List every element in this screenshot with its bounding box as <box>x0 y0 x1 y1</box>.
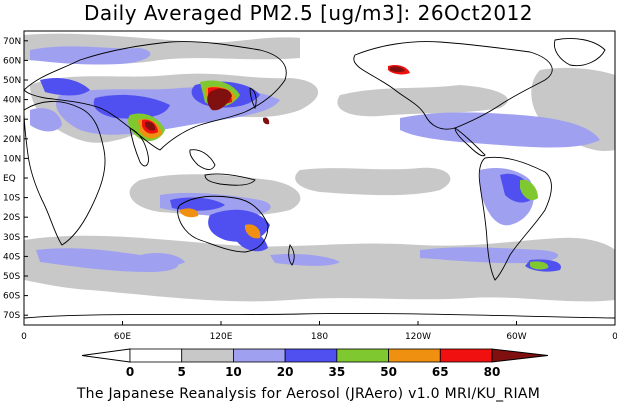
lat-label: 30N <box>3 115 21 125</box>
lon-label: 60E <box>114 332 131 342</box>
lat-label: 40S <box>3 252 20 262</box>
lat-label: 20S <box>3 213 20 223</box>
lat-label: 40N <box>3 96 21 106</box>
colorbar-label: 5 <box>178 365 186 379</box>
colorbar-low-arrow <box>81 348 131 363</box>
colorbar-label: 65 <box>432 365 449 379</box>
map-body <box>24 31 615 325</box>
colorbar-segment <box>284 348 338 363</box>
lat-label: 20N <box>3 135 21 145</box>
lat-label: EQ <box>3 174 16 184</box>
lon-label: 60W <box>506 332 526 342</box>
colorbar-label: 0 <box>126 365 134 379</box>
colorbar-label: 35 <box>329 365 346 379</box>
colorbar-segment <box>129 348 183 363</box>
colorbar-label: 80 <box>484 365 501 379</box>
lat-label: 50N <box>3 76 21 86</box>
lon-label: 0 <box>612 332 617 342</box>
colorbar-high-arrow <box>491 348 549 363</box>
colorbar: 0 5 10 20 35 50 65 80 <box>81 348 549 379</box>
lat-label: 50S <box>3 272 20 282</box>
lat-label: 10S <box>3 194 20 204</box>
lat-label: 60N <box>3 56 21 66</box>
colorbar-segment <box>439 348 493 363</box>
colorbar-segment <box>181 348 234 363</box>
pm-level-80-areas <box>145 66 405 131</box>
colorbar-segment <box>233 348 286 363</box>
colorbar-label: 50 <box>380 365 397 379</box>
lat-label: 70S <box>3 311 20 321</box>
colorbar-segment <box>388 348 441 363</box>
colorbar-label: 10 <box>225 365 242 379</box>
colorbar-segment <box>336 348 389 363</box>
lon-label: 120W <box>405 332 431 342</box>
lat-label: 60S <box>3 292 20 302</box>
lon-label: 180 <box>311 332 328 342</box>
credit-line: The Japanese Reanalysis for Aerosol (JRA… <box>76 386 541 402</box>
lon-label: 120E <box>210 332 233 342</box>
lat-label: 10N <box>3 154 21 164</box>
lon-label: 0 <box>21 332 27 342</box>
latitude-labels: 70N 60N 50N 40N 30N 20N 10N EQ 10S 20S 30S 40S 50S 60… <box>3 37 28 321</box>
coastlines <box>24 38 615 319</box>
lat-label: 70N <box>3 37 21 47</box>
map-title: Daily Averaged PM2.5 [ug/m3]: 26Oct2012 <box>83 1 534 25</box>
lat-label: 30S <box>3 233 20 243</box>
colorbar-label: 20 <box>277 365 294 379</box>
longitude-labels: 0 60E 120E 180 120W 60W 0 <box>21 321 617 342</box>
